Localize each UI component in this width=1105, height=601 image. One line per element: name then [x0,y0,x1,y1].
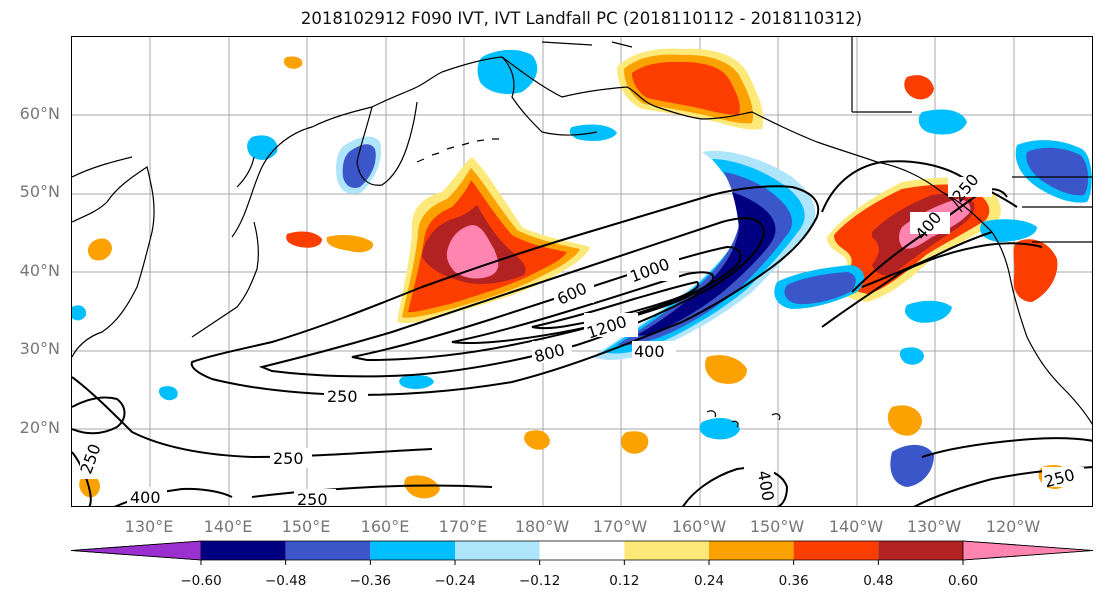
map-canvas: 250 250 250 250 400 400 400 400 600 800 … [72,37,1092,507]
lat-label: 40°N [19,261,60,280]
coastlines [72,37,1092,428]
lon-label: 150°E [281,517,331,536]
colorbar-segment [455,541,540,560]
contour-250 [72,376,433,459]
map-panel[interactable]: 250 250 250 250 400 400 400 400 600 800 … [71,36,1093,507]
positive-anomaly-region [705,355,747,384]
lon-label: 170°E [438,517,488,536]
positive-anomaly-region [1013,239,1058,302]
contour-600 [351,245,742,362]
colorbar-extend-low [70,540,202,561]
lon-label: 140°E [203,517,253,536]
contour-400 [72,396,126,435]
colorbar-tick-label: −0.48 [264,573,307,589]
contour-400 [258,217,766,378]
positive-anomaly-region [286,231,322,248]
colorbar-tick-label: 0.60 [947,573,979,589]
pc-filled-regions [72,48,1092,499]
negative-anomaly-region [399,374,434,390]
contour-label: 400 [130,488,161,507]
positive-anomaly-region [404,475,440,499]
lat-label: 60°N [19,104,60,123]
colorbar-tick-label: 0.36 [778,573,809,589]
contour-label: 400 [634,342,665,361]
map-title: 2018102912 F090 IVT, IVT Landfall PC (20… [300,9,863,28]
lon-label: 120°W [985,517,1041,536]
positive-anomaly-region [326,234,374,253]
contour-250 [821,242,1043,328]
colorbar-outline [70,540,1094,561]
positive-anomaly-region [524,430,550,450]
positive-anomaly-region [632,61,740,115]
positive-anomaly-region [621,431,649,454]
positive-anomaly-region [887,405,922,436]
colorbar-tick-label: 0.48 [863,573,894,589]
contour-400 [861,231,993,288]
lat-label: 20°N [19,418,60,437]
colorbar-tick-label: −0.36 [349,573,392,589]
lat-label: 50°N [19,182,60,201]
positive-anomaly-region [87,238,112,261]
contour-800 [451,271,715,345]
contour-1000 [531,280,700,330]
negative-anomaly-region [980,219,1037,242]
contour-label: 250 [327,387,358,406]
colorbar-segment [793,541,879,560]
negative-anomaly-region [890,444,934,487]
colorbar-tick-label: 0.24 [693,573,725,589]
graticule [72,37,1092,506]
negative-anomaly-region [899,347,924,365]
colorbar-tick-label: 0.12 [609,573,640,589]
lon-label: 170°W [592,517,648,536]
negative-anomaly-region [905,300,952,323]
colorbar-segment [201,541,286,560]
colorbar-segment [709,541,794,560]
lon-label: 160°E [360,517,410,536]
negative-anomaly-region [72,305,87,321]
colorbar-segment [878,541,963,560]
positive-anomaly-region [283,56,303,69]
lon-label: 130°E [124,517,174,536]
lon-label: 130°W [906,517,962,536]
lon-label: 160°W [671,517,727,536]
colorbar-segment [624,541,709,560]
negative-anomaly-region [158,386,178,401]
lat-label: 30°N [19,339,60,358]
colorbar-tick-label: −0.12 [518,573,561,589]
colorbar-extend-high [962,540,1094,561]
contour-250 [72,451,92,506]
colorbar-segment [285,541,371,560]
contour-250 [251,484,493,498]
negative-anomaly-region [637,192,776,336]
negative-anomaly-region [918,109,967,135]
contour-label: 250 [297,490,328,507]
negative-anomaly-region [247,135,278,160]
contour-250 [921,437,1092,458]
colorbar-tick-label: −0.60 [180,573,222,589]
positive-anomaly-region [904,75,934,100]
lon-label: 140°W [828,517,884,536]
negative-anomaly-region [784,272,856,305]
negative-anomaly-region [477,49,538,94]
negative-anomaly-region [342,144,376,188]
colorbar-segment [370,541,455,560]
lon-label: 150°W [749,517,805,536]
colorbar-tick-label: −0.24 [434,573,476,589]
contour-label: 250 [273,449,304,468]
lon-label: 180°W [514,517,570,536]
negative-anomaly-region [1026,147,1089,196]
colorbar-segment [539,541,625,560]
negative-anomaly-region [699,417,740,440]
